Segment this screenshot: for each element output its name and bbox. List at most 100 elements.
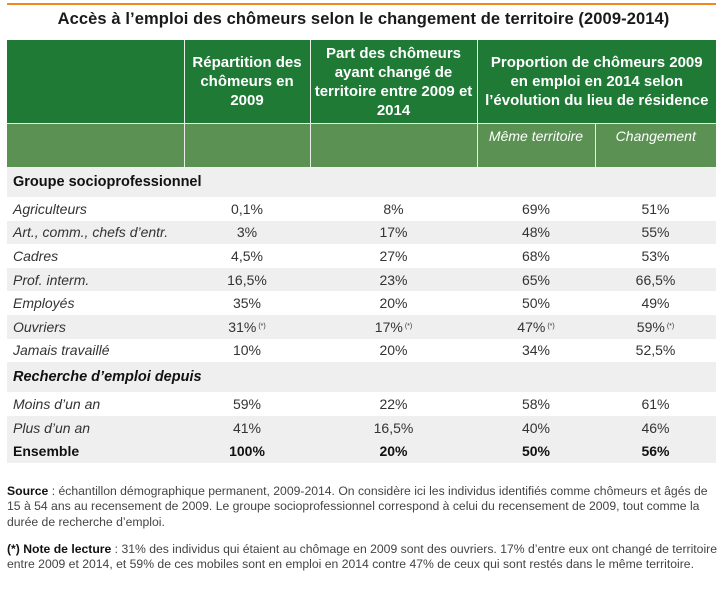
header-repartition: Répartition des chômeurs en 2009	[183, 40, 310, 124]
value-text: 66,5%	[635, 271, 676, 288]
value-text: 35%	[232, 295, 262, 312]
reading-note: (*) Note de lecture : 31% des individus …	[7, 542, 719, 573]
total-value: 20%	[310, 439, 477, 463]
total-label: Ensemble	[7, 439, 184, 463]
value-text: 69%	[521, 200, 551, 217]
value-text: 59%	[636, 318, 665, 335]
table-row: Cadres 4,5% 27% 68% 53%	[7, 244, 717, 268]
data-table: Répartition des chômeurs en 2009 Part de…	[7, 40, 717, 463]
source-label: Source	[7, 484, 49, 498]
cell-value: 34%	[477, 338, 595, 363]
value-text: 50%	[521, 295, 551, 312]
footnote-marker: (*)	[404, 322, 413, 330]
reading-note-label: (*) Note de lecture	[7, 542, 112, 556]
value-text: 22%	[379, 395, 408, 412]
table-row: Prof. interm. 16,5% 23% 65% 66,5%	[7, 267, 717, 292]
accent-rule	[7, 3, 716, 5]
table-row: Employés 35% 20% 50% 49%	[7, 291, 717, 315]
cell-value: 35%	[184, 291, 310, 315]
cell-value: 68%	[477, 244, 595, 268]
value-text: 58%	[521, 395, 551, 412]
cell-value: 59% (*)	[595, 314, 717, 339]
value-text: 59%	[232, 395, 262, 412]
cell-value: 48%	[477, 220, 595, 245]
value-text: 68%	[521, 247, 551, 264]
reading-note-text: : 31% des individus qui étaient au chôma…	[7, 542, 717, 572]
cell-value: 51%	[595, 197, 717, 221]
total-value: 56%	[595, 439, 717, 463]
cell-value: 4,5%	[184, 244, 310, 268]
cell-value: 47% (*)	[477, 314, 595, 339]
footnote-marker: (*)	[666, 322, 675, 330]
source-note: Source : échantillon démographique perma…	[7, 484, 719, 530]
cell-value: 16,5%	[310, 415, 477, 440]
cell-value: 53%	[595, 244, 717, 268]
value-text: 65%	[521, 271, 551, 288]
row-label: Jamais travaillé	[7, 338, 184, 363]
value-text: 48%	[521, 224, 551, 241]
value-text: 10%	[232, 342, 262, 359]
value-text: 34%	[521, 342, 551, 359]
subheader-changement: Changement	[594, 123, 717, 167]
subheader-empty	[7, 123, 184, 167]
cell-value: 31% (*)	[184, 314, 310, 339]
table-row: Ouvriers 31% (*) 17% (*) 47% (*) 59% (*)	[7, 314, 717, 339]
cell-value: 22%	[310, 392, 477, 416]
value-text: 20%	[379, 342, 408, 359]
cell-value: 10%	[184, 338, 310, 363]
total-row: Ensemble 100% 20% 50% 56%	[7, 439, 717, 463]
table-row: Agriculteurs 0,1% 8% 69% 51%	[7, 197, 717, 221]
header-empty	[7, 40, 184, 124]
cell-value: 23%	[310, 267, 477, 292]
value-text: 20%	[379, 295, 408, 312]
value-text: 17%	[374, 318, 403, 335]
value-text: 27%	[379, 247, 408, 264]
subheader-meme-territoire: Même territoire	[476, 123, 595, 167]
value-text: 41%	[232, 419, 262, 436]
value-text: 46%	[641, 419, 670, 436]
value-text: 8%	[383, 200, 404, 217]
cell-value: 27%	[310, 244, 477, 268]
value-text: 16,5%	[373, 419, 414, 436]
cell-value: 16,5%	[184, 267, 310, 292]
value-text: 51%	[641, 200, 670, 217]
value-text: 55%	[641, 224, 670, 241]
cell-value: 55%	[595, 220, 717, 245]
total-value: 100%	[184, 439, 310, 463]
section-title: Recherche d’emploi depuis	[7, 362, 717, 393]
value-text: 61%	[641, 395, 670, 412]
subheader-row: Même territoire Changement	[7, 123, 717, 167]
row-label: Agriculteurs	[7, 197, 184, 221]
table-row: Jamais travaillé 10% 20% 34% 52,5%	[7, 338, 717, 363]
value-text: 40%	[521, 419, 551, 436]
section-header-row: Groupe socioprofessionnel	[7, 167, 717, 197]
cell-value: 65%	[477, 267, 595, 292]
row-label: Cadres	[7, 244, 184, 268]
cell-value: 20%	[310, 338, 477, 363]
cell-value: 0,1%	[184, 197, 310, 221]
value-text: 0,1%	[231, 200, 263, 217]
cell-value: 20%	[310, 291, 477, 315]
section-header-row: Recherche d’emploi depuis	[7, 362, 717, 393]
cell-value: 49%	[595, 291, 717, 315]
cell-value: 66,5%	[595, 267, 717, 292]
value-text: 52,5%	[635, 342, 676, 359]
value-text: 17%	[379, 224, 408, 241]
header-row: Répartition des chômeurs en 2009 Part de…	[7, 40, 717, 124]
value-text: 47%	[517, 318, 546, 335]
cell-value: 59%	[184, 392, 310, 416]
value-text: 4,5%	[231, 247, 263, 264]
row-label: Plus d’un an	[7, 415, 184, 440]
cell-value: 17%	[310, 220, 477, 245]
subheader-empty	[309, 123, 477, 167]
value-text: 31%	[228, 318, 257, 335]
cell-value: 58%	[477, 392, 595, 416]
value-text: 16,5%	[227, 271, 267, 288]
header-proportion-emploi: Proportion de chômeurs 2009 en emploi en…	[476, 40, 717, 124]
cell-value: 46%	[595, 415, 717, 440]
total-value: 50%	[477, 439, 595, 463]
value-text: 3%	[236, 224, 258, 241]
section-title: Groupe socioprofessionnel	[7, 167, 717, 197]
cell-value: 61%	[595, 392, 717, 416]
cell-value: 50%	[477, 291, 595, 315]
